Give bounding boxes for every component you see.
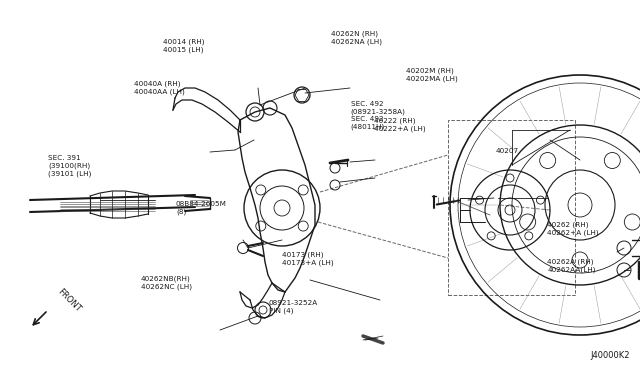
Text: FRONT: FRONT	[56, 287, 83, 313]
Text: 40262NB(RH)
40262NC (LH): 40262NB(RH) 40262NC (LH)	[141, 276, 192, 290]
Text: 40173 (RH)
40173+A (LH): 40173 (RH) 40173+A (LH)	[282, 251, 333, 266]
Text: SEC. 391
(39100(RH)
(39101 (LH): SEC. 391 (39100(RH) (39101 (LH)	[48, 154, 92, 177]
Text: 08B84-2605M
(8): 08B84-2605M (8)	[176, 201, 227, 215]
Text: J40000K2: J40000K2	[591, 351, 630, 360]
Text: 40222 (RH)
40222+A (LH): 40222 (RH) 40222+A (LH)	[374, 118, 426, 132]
Text: 40014 (RH)
40015 (LH): 40014 (RH) 40015 (LH)	[163, 38, 205, 52]
Text: 08921-3252A
PIN (4): 08921-3252A PIN (4)	[269, 300, 318, 314]
Text: 40262N (RH)
40262NA (LH): 40262N (RH) 40262NA (LH)	[331, 31, 382, 45]
Text: 40040A (RH)
40040AA (LH): 40040A (RH) 40040AA (LH)	[134, 80, 185, 94]
Text: 40202M (RH)
40202MA (LH): 40202M (RH) 40202MA (LH)	[406, 67, 458, 81]
Bar	[448, 120, 575, 295]
Text: SEC. 492
(08921-3258A)
SEC. 492
(48011H): SEC. 492 (08921-3258A) SEC. 492 (48011H)	[351, 100, 406, 130]
Text: 40262 (RH)
40262+A (LH): 40262 (RH) 40262+A (LH)	[547, 222, 599, 236]
Text: 40262A (RH)
40262AA(LH): 40262A (RH) 40262AA(LH)	[547, 259, 596, 273]
Text: 40207: 40207	[496, 148, 519, 154]
